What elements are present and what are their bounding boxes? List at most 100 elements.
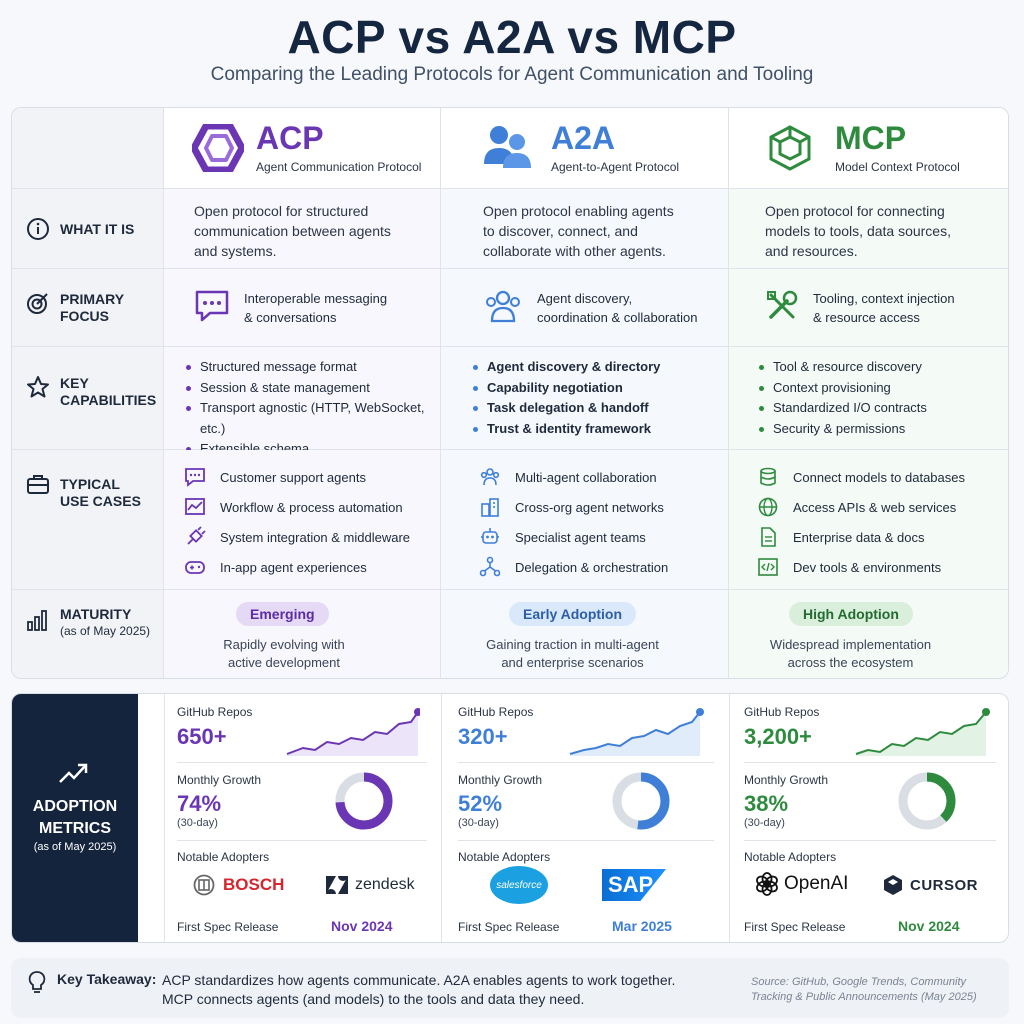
maturity-label: MATURITY (as of May 2025) (60, 606, 151, 638)
list-item: In-app agent experiences (184, 556, 367, 578)
a2a-trend-sparkline (569, 708, 704, 756)
a2a-focus: Agent discovery, coordination & collabora… (537, 291, 698, 325)
mcp-full-name: Model Context Protocol (835, 160, 960, 174)
document-icon (761, 527, 776, 547)
comparison-table: ACP Agent Communication Protocol A2A Age… (11, 107, 1009, 679)
page-title: ACP vs A2A vs MCP (287, 11, 737, 63)
a2a-what: Open protocol enabling agents to discover… (483, 203, 674, 259)
mcp-trend-sparkline (855, 708, 990, 756)
donut-fill (612, 772, 670, 830)
what-label: WHAT IT IS (60, 221, 135, 237)
acp-trend-sparkline (286, 708, 420, 756)
acp-repos-value: 650+ (177, 724, 227, 749)
database-icon (760, 467, 776, 486)
chat-icon (185, 468, 205, 487)
list-item: Specialist agent teams (479, 526, 646, 548)
a2a-header: A2A Agent-to-Agent Protocol (441, 108, 729, 188)
a2a-growth-donut (612, 772, 670, 830)
sap-logo: SAP (602, 869, 666, 901)
page-subtitle: Comparing the Leading Protocols for Agen… (210, 64, 814, 85)
what-it-is-row: WHAT IT IS Open protocol for structured c… (12, 189, 1008, 269)
repos-label: GitHub Repos (458, 705, 534, 719)
key-capabilities-row: KEY CAPABILITIES Structured message forma… (12, 347, 1008, 456)
list-item: Access APIs & web services (757, 496, 956, 518)
a2a-full-name: Agent-to-Agent Protocol (551, 160, 680, 174)
list-item: Dev tools & environments (757, 556, 941, 578)
list-item: Workflow & process automation (184, 496, 403, 518)
mcp-use-cases: Connect models to databases Access APIs … (729, 450, 1008, 589)
primary-focus-row: PRIMARY FOCUS Interoperable messaging & co… (12, 269, 1008, 347)
team-icon (486, 290, 520, 323)
mcp-capabilities: Tool & resource discovery Context provisi… (757, 357, 927, 439)
acp-use-cases: Customer support agents Workflow & proce… (164, 450, 441, 589)
growth-sub: (30-day) (458, 817, 499, 829)
source-note: Source: GitHub, Google Trends, Community… (751, 976, 977, 1003)
acp-full-name: Agent Communication Protocol (256, 160, 422, 174)
gamepad-icon (185, 561, 205, 574)
plug-icon (187, 526, 206, 545)
use-cases-label: TYPICAL USE CASES (60, 476, 141, 509)
growth-label: Monthly Growth (744, 773, 829, 787)
acp-what: Open protocol for structured communicatio… (194, 203, 391, 259)
use-cases-row: TYPICAL USE CASES Customer support agents… (12, 450, 1008, 590)
takeaway-text: ACP standardizes how agents communicate.… (162, 972, 676, 1007)
openai-logo: OpenAI (754, 871, 848, 897)
mcp-growth-value: 38% (744, 791, 789, 816)
mcp-what: Open protocol for connecting models to to… (765, 203, 951, 259)
a2a-growth-value: 52% (458, 791, 503, 816)
mcp-name: MCP (835, 120, 907, 156)
acp-maturity-badge: Emerging (236, 602, 329, 626)
mcp-repos-value: 3,200+ (744, 724, 812, 749)
info-icon (27, 218, 49, 240)
zendesk-emblem-icon (326, 876, 348, 894)
workflow-chart-icon (185, 498, 205, 515)
list-item: Cross-org agent networks (479, 496, 664, 518)
acp-capabilities: Structured message format Session & state… (184, 357, 440, 460)
donut-fill (898, 772, 956, 830)
acp-maturity-note: Rapidly evolving with active development (223, 637, 345, 670)
list-item: Enterprise data & docs (757, 526, 925, 548)
acp-spec-date: Nov 2024 (331, 918, 393, 934)
repos-label: GitHub Repos (177, 705, 253, 719)
key-takeaway-box: Key Takeaway: ACP standardizes how agent… (11, 958, 1009, 1018)
growth-label: Monthly Growth (177, 773, 262, 787)
donut-fill (335, 772, 393, 830)
maturity-row: MATURITY (as of May 2025) Emerging Rapidl… (12, 590, 1008, 678)
target-icon (27, 293, 48, 314)
metrics-subtitle: (as of May 2025) (33, 841, 117, 853)
globe-icon (758, 497, 778, 517)
acp-focus: Interoperable messaging & conversations (244, 291, 388, 325)
a2a-spec-date: Mar 2025 (612, 918, 672, 934)
zendesk-logo: zendesk (325, 874, 415, 896)
openai-knot-icon (756, 872, 778, 896)
mcp-metrics: GitHub Repos 3,200+ Monthly Growth 38% (… (729, 694, 1008, 942)
adopters-label: Notable Adopters (458, 850, 551, 864)
code-icon (758, 558, 778, 576)
focus-label: PRIMARY FOCUS (60, 291, 125, 324)
lightbulb-icon (28, 971, 46, 993)
metrics-title-block: ADOPTION METRICS (as of May 2025) (12, 694, 138, 942)
mcp-header: MCP Model Context Protocol (729, 108, 1008, 188)
list-item: Multi-agent collaboration (479, 466, 657, 488)
bosch-emblem-icon (193, 874, 215, 896)
salesforce-logo: salesforce (490, 866, 548, 904)
adoption-metrics-panel: ADOPTION METRICS (as of May 2025) GitHub … (11, 693, 1009, 943)
tools-icon (767, 290, 798, 319)
mcp-cube-icon (769, 125, 811, 171)
mcp-growth-donut (898, 772, 956, 830)
a2a-use-cases: Multi-agent collaboration Cross-org agen… (441, 450, 729, 589)
spec-label: First Spec Release (744, 920, 846, 934)
a2a-maturity-badge: Early Adoption (509, 602, 637, 626)
adopters-label: Notable Adopters (744, 850, 837, 864)
adopters-label: Notable Adopters (177, 850, 270, 864)
list-item: System integration & middleware (184, 526, 410, 548)
a2a-metrics: GitHub Repos 320+ Monthly Growth 52% (30… (441, 694, 729, 942)
acp-header: ACP Agent Communication Protocol (164, 108, 441, 188)
mcp-maturity-note: Widespread implementation across the ecos… (769, 637, 932, 670)
briefcase-icon (27, 475, 49, 494)
acp-growth-donut (335, 772, 393, 830)
bar-chart-icon (27, 610, 47, 631)
list-item: Delegation & orchestration (479, 556, 668, 578)
cursor-logo: CURSOR (882, 874, 978, 896)
list-item: Connect models to databases (757, 466, 965, 488)
